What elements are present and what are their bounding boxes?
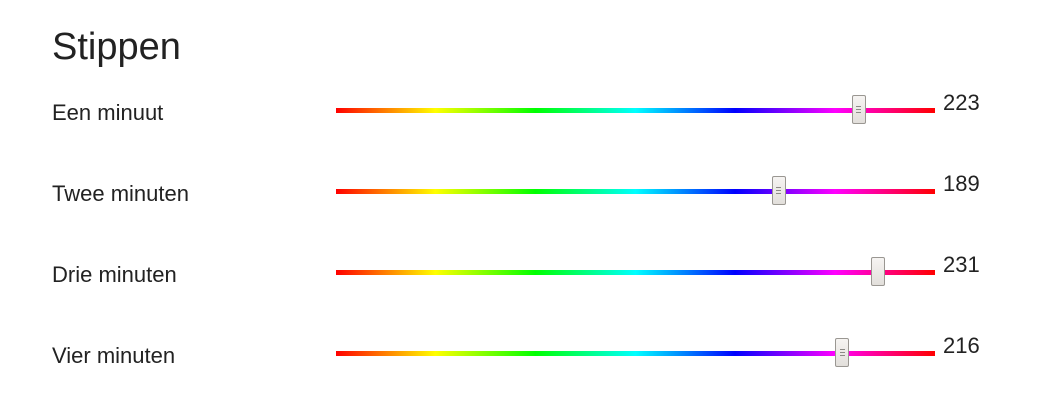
- grip-icon: [839, 349, 845, 356]
- slider-track[interactable]: [336, 351, 935, 356]
- slider-label: Drie minuten: [52, 262, 177, 287]
- color-slider[interactable]: [336, 171, 935, 211]
- color-slider[interactable]: [336, 252, 935, 292]
- slider-row-twee-minuten: Twee minuten 189: [0, 171, 1045, 211]
- slider-value: 189: [943, 171, 980, 196]
- slider-label: Twee minuten: [52, 181, 189, 206]
- slider-value: 223: [943, 90, 980, 115]
- page-title: Stippen: [52, 26, 181, 68]
- slider-thumb[interactable]: [870, 257, 885, 286]
- slider-thumb[interactable]: [851, 95, 866, 124]
- slider-row-vier-minuten: Vier minuten 216: [0, 333, 1045, 373]
- slider-track[interactable]: [336, 270, 935, 275]
- slider-value: 216: [943, 333, 980, 358]
- color-slider[interactable]: [336, 90, 935, 130]
- slider-track[interactable]: [336, 189, 935, 194]
- slider-thumb[interactable]: [771, 176, 786, 205]
- grip-icon: [856, 106, 862, 113]
- slider-track[interactable]: [336, 108, 935, 113]
- slider-label: Een minuut: [52, 100, 164, 125]
- slider-value: 231: [943, 252, 980, 277]
- slider-thumb[interactable]: [835, 338, 850, 367]
- slider-row-een-minuut: Een minuut 223: [0, 90, 1045, 130]
- color-slider[interactable]: [336, 333, 935, 373]
- grip-icon: [776, 187, 782, 194]
- slider-row-drie-minuten: Drie minuten 231: [0, 252, 1045, 292]
- slider-label: Vier minuten: [52, 343, 176, 368]
